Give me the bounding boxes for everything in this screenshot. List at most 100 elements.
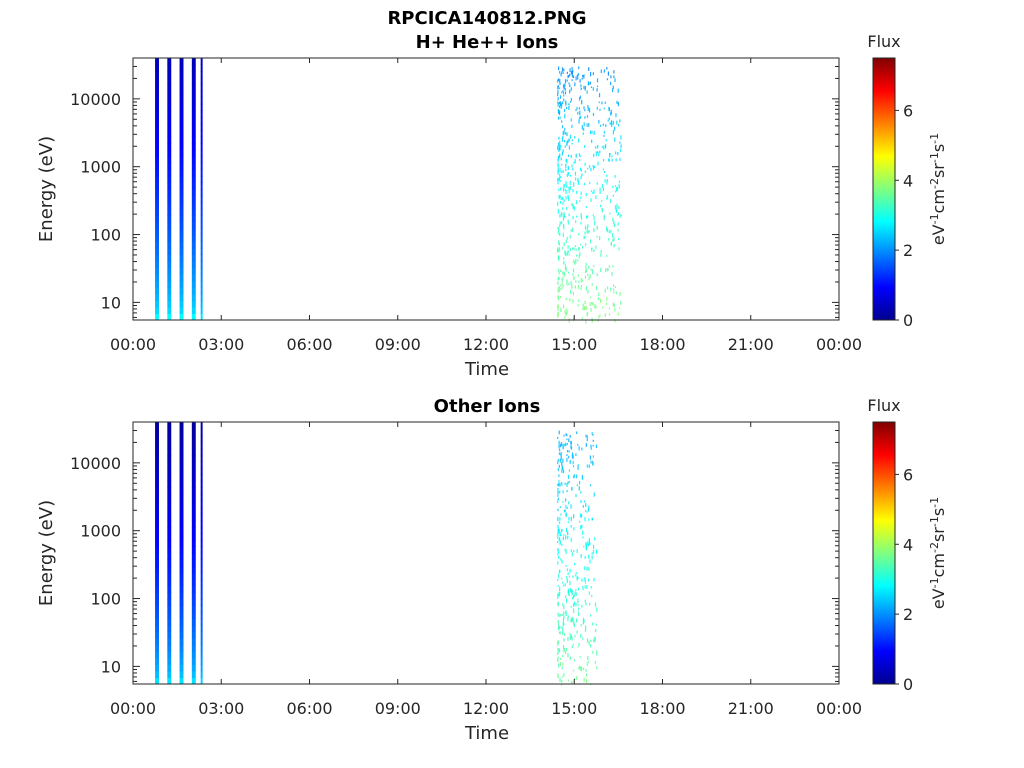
flux-cell [179,598,184,606]
flux-cell [562,91,565,95]
flux-cell [179,215,184,223]
flux-cell [558,482,560,487]
flux-cell [588,464,590,468]
flux-cell [167,287,172,295]
flux-cell [567,222,570,225]
flux-cell [155,572,159,580]
colorbar-unit-label: eV-1cm-2sr-1s-1 [928,133,948,245]
spectrogram-area [155,422,598,686]
flux-cell [565,311,567,316]
flux-cell [155,241,159,249]
flux-cell [558,276,560,280]
flux-cell [610,287,612,292]
flux-cell [586,662,588,666]
flux-cell [595,154,598,156]
flux-cell [593,578,595,582]
flux-cell [558,247,561,252]
flux-cell [167,136,172,144]
flux-cell [606,194,608,200]
flux-cell [569,636,572,640]
flux-cell [565,239,567,244]
flux-cell [179,110,184,118]
flux-cell [567,219,569,223]
flux-cell [598,119,600,124]
flux-cell [200,454,203,462]
flux-cell [600,69,602,73]
flux-cell [179,631,184,639]
flux-cell [561,91,563,94]
flux-cell [179,156,184,164]
flux-cell [558,591,560,597]
flux-cell [561,468,563,473]
flux-cell [167,274,172,282]
flux-cell [167,195,172,203]
flux-cell [191,611,196,619]
flux-cell [560,197,562,200]
flux-cell [575,248,577,251]
flux-cell [200,546,203,554]
flux-cell [569,656,571,660]
flux-cell [587,104,589,108]
flux-cell [567,591,569,596]
flux-cell [591,518,594,521]
flux-cell [155,84,159,92]
flux-cell [602,168,604,171]
flux-cell [200,448,203,456]
flux-cell [565,647,568,652]
flux-cell [179,280,184,288]
flux-cell [562,232,564,238]
flux-cell [563,242,565,247]
flux-cell [155,300,159,308]
flux-cell [570,504,572,509]
flux-cell [155,487,159,495]
flux-cell [562,136,564,139]
x-tick-label: 18:00 [639,335,685,354]
flux-cell [618,180,621,183]
flux-cell [604,313,606,317]
flux-cell [567,271,570,274]
flux-cell [559,626,561,629]
flux-cell [559,195,561,198]
flux-cell [191,123,196,131]
flux-cell [579,167,582,171]
flux-cell [587,230,589,235]
flux-cell [604,101,606,104]
flux-cell [586,312,588,317]
flux-cell [559,631,561,635]
flux-cell [582,637,584,640]
flux-cell [612,185,614,188]
flux-cell [565,513,567,517]
flux-cell [558,227,560,231]
flux-cell [586,511,588,513]
flux-cell [562,90,564,92]
flux-cell [596,182,598,185]
flux-cell [584,517,586,522]
flux-cell [191,189,196,197]
flux-cell [561,626,563,630]
flux-cell [167,500,172,508]
flux-cell [587,290,589,294]
flux-cell [606,78,609,81]
flux-cell [200,228,203,236]
flux-cell [596,607,598,612]
flux-cell [567,139,569,143]
flux-cell [200,651,203,659]
flux-cell [565,549,567,554]
flux-cell [200,513,203,521]
flux-cell [155,267,159,275]
flux-cell [155,585,159,593]
flux-cell [561,613,563,616]
spectrogram-area [155,58,622,324]
flux-cell [191,592,196,600]
flux-cell [589,239,592,244]
flux-cell [200,480,203,488]
flux-cell [577,180,580,185]
flux-cell [557,208,559,212]
flux-cell [583,122,585,127]
flux-cell [610,81,612,86]
flux-cell [590,86,593,89]
flux-cell [200,638,203,646]
flux-cell [573,259,575,264]
flux-cell [557,492,559,495]
flux-cell [573,276,575,279]
